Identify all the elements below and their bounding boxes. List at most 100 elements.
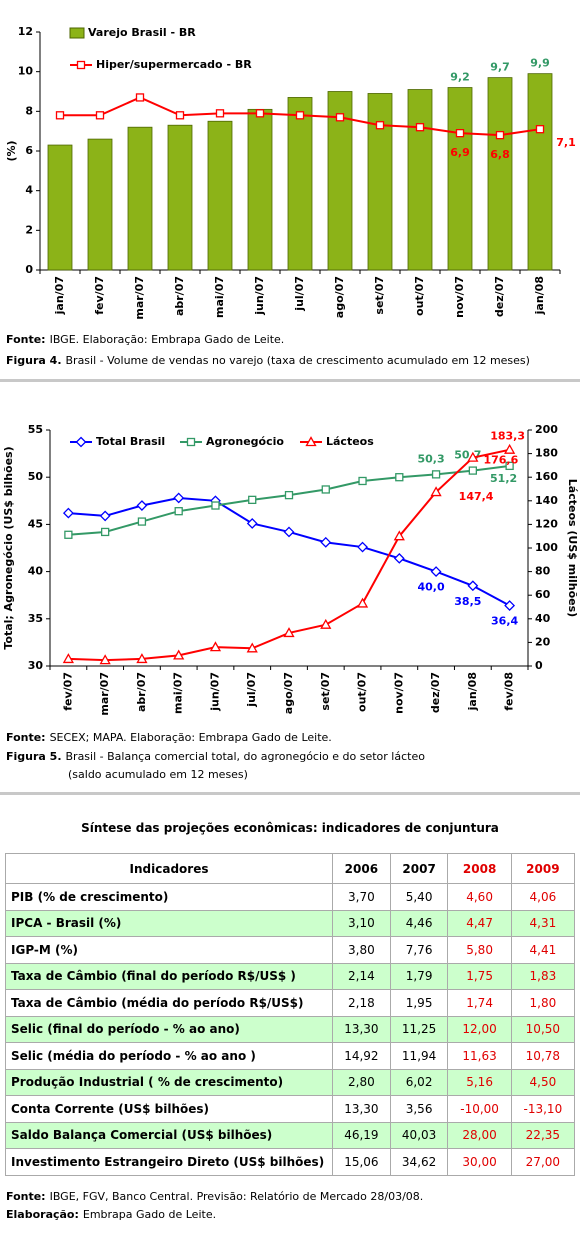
header-cell: Indicadores <box>5 853 333 884</box>
value-label: 6,9 <box>450 146 470 159</box>
marker <box>76 60 86 70</box>
x-tick-label: dez/07 <box>429 672 442 713</box>
marker <box>320 536 332 548</box>
y-tick-label: 30 <box>28 659 44 672</box>
y-tick-label: 0 <box>25 263 33 276</box>
legend-label: Agronegócio <box>206 435 284 448</box>
value-cell: 5,40 <box>389 883 449 911</box>
value-label: 6,8 <box>490 148 510 161</box>
bar <box>87 138 113 271</box>
y-tick-label: 50 <box>28 470 44 483</box>
value-cell: 13,30 <box>332 1095 391 1123</box>
x-tick-label: ago/07 <box>333 276 346 318</box>
value-cell: 12,00 <box>447 1015 512 1043</box>
marker <box>175 111 185 120</box>
value-cell: 30,00 <box>447 1148 512 1176</box>
value-label: 9,9 <box>530 57 550 70</box>
value-cell: 34,62 <box>389 1148 449 1176</box>
y2-tick-label: 160 <box>535 470 558 483</box>
y-axis-title: Total; Agronegócio (US$ bilhões) <box>2 446 15 649</box>
header-cell: 2009 <box>510 853 576 884</box>
marker <box>248 495 257 505</box>
bar <box>287 97 313 271</box>
marker <box>468 466 477 475</box>
table-row: PIB (% de crescimento) 3,70 5,40 4,60 4,06 <box>5 883 576 911</box>
value-cell: 1,80 <box>510 989 576 1017</box>
x-tick-label: jan/08 <box>466 672 479 711</box>
marker <box>101 527 110 537</box>
indicator-cell: IPCA - Brasil (%) <box>5 909 333 937</box>
table-row: Taxa de Câmbio (final do período R$/US$ … <box>5 962 576 990</box>
value-cell: 4,50 <box>510 1068 576 1096</box>
marker <box>99 654 111 665</box>
value-cell: -10,00 <box>447 1095 512 1123</box>
value-label: 7,1 <box>556 136 576 149</box>
value-label: 36,4 <box>491 615 518 628</box>
indicator-cell: Saldo Balança Comercial (US$ bilhões) <box>5 1121 333 1149</box>
y2-tick-label: 100 <box>535 541 558 554</box>
marker <box>430 486 442 497</box>
x-tick-label: dez/07 <box>493 276 506 317</box>
caption-figure-line: (saldo acumulado em 12 meses) <box>68 768 248 781</box>
marker <box>173 492 185 504</box>
value-label: 38,5 <box>454 595 481 608</box>
y-tick-label: 4 <box>25 184 33 197</box>
x-tick-label: jan/07 <box>53 276 66 315</box>
indicator-cell: PIB (% de crescimento) <box>5 883 333 911</box>
line <box>68 464 510 536</box>
marker <box>415 123 425 132</box>
note-text: Embrapa Gado de Leite. <box>82 1208 217 1221</box>
value-label: 51,2 <box>490 472 517 485</box>
value-cell: 10,78 <box>510 1042 576 1070</box>
value-cell: 13,30 <box>332 1015 391 1043</box>
marker <box>455 128 465 138</box>
note: Fonte: IBGE, FGV, Banco Central. Previsão… <box>6 1188 423 1206</box>
value-cell: 3,80 <box>332 936 391 964</box>
value-cell: 4,31 <box>510 909 576 937</box>
value-cell: 3,56 <box>389 1095 449 1123</box>
marker <box>186 437 196 447</box>
figure-text: Brasil - Balança comercial total, do agr… <box>65 750 425 763</box>
marker <box>173 649 185 660</box>
y-tick-label: 40 <box>28 565 44 578</box>
marker <box>375 121 385 130</box>
y-tick-label: 45 <box>28 517 43 530</box>
note-label: Fonte: <box>6 1190 46 1203</box>
bar <box>167 124 193 271</box>
marker <box>320 618 332 629</box>
table-row: Conta Corrente (US$ bilhões) 13,30 3,56 -10… <box>5 1095 576 1123</box>
table-row: IGP-M (%) 3,80 7,76 5,80 4,41 <box>5 936 576 964</box>
marker <box>505 461 514 471</box>
marker <box>284 490 294 500</box>
bar <box>407 89 433 271</box>
marker <box>504 443 516 454</box>
x-tick-label: mar/07 <box>98 672 111 716</box>
marker <box>283 627 295 638</box>
marker <box>75 436 87 448</box>
y2-tick-label: 180 <box>535 447 558 460</box>
source-text: IBGE. Elaboração: Embrapa Gado de Leite. <box>49 333 285 346</box>
bar <box>247 108 273 271</box>
marker <box>431 470 441 479</box>
table-title: Síntese das projeções econômicas: indica… <box>81 821 499 835</box>
value-cell: 10,50 <box>510 1015 576 1043</box>
marker <box>305 436 317 447</box>
marker <box>62 653 74 664</box>
y2-tick-label: 20 <box>535 635 551 648</box>
x-tick-label: nov/07 <box>453 276 466 318</box>
value-label: 176,6 <box>483 454 518 467</box>
table-row: Selic (final do período - % ao ano) 13,30… <box>5 1015 576 1043</box>
value-cell: -13,10 <box>510 1095 576 1123</box>
indicator-cell: Selic (média do período - % ao ano ) <box>5 1042 333 1070</box>
value-cell: 22,35 <box>510 1121 576 1149</box>
indicator-cell: IGP-M (%) <box>5 936 333 964</box>
table-header-row: Indicadores 2006 2007 2008 2009 <box>5 853 576 884</box>
value-cell: 6,02 <box>389 1068 449 1096</box>
bar <box>207 120 233 271</box>
bar <box>487 77 513 271</box>
value-cell: 4,06 <box>510 883 576 911</box>
y-tick-label: 8 <box>25 104 33 117</box>
y-tick-label: 10 <box>18 65 34 78</box>
y-tick-label: 35 <box>28 612 43 625</box>
